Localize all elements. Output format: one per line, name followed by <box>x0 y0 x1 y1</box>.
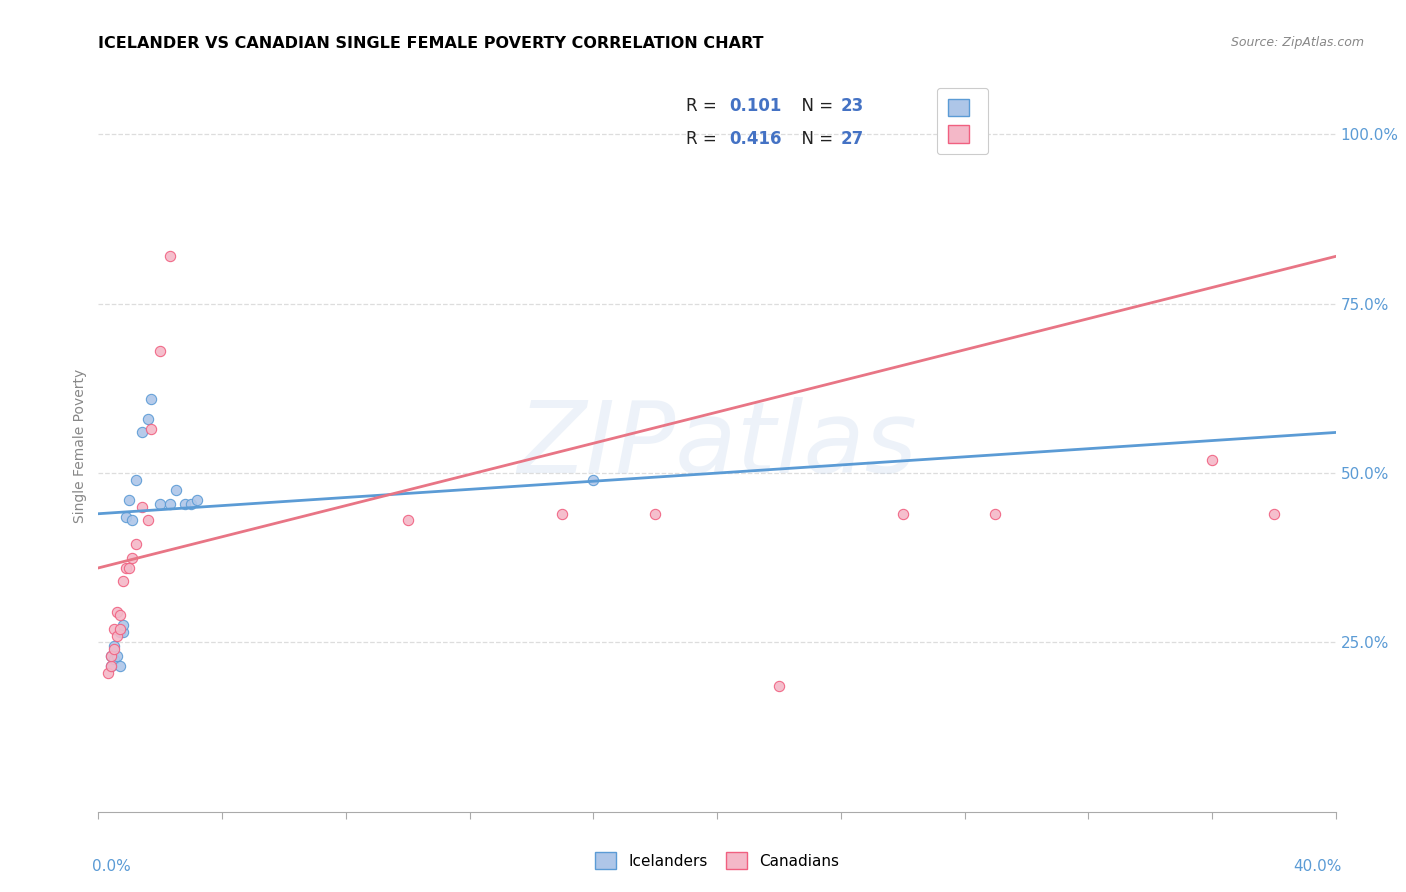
Point <box>118 561 141 575</box>
Point <box>149 497 172 511</box>
Point <box>891 507 914 521</box>
Point <box>396 514 419 528</box>
Point <box>582 473 605 487</box>
Point <box>131 500 153 514</box>
Point <box>186 493 208 508</box>
Text: 0.0%: 0.0% <box>93 859 131 874</box>
Point <box>551 507 574 521</box>
Point <box>121 550 143 565</box>
Text: Source: ZipAtlas.com: Source: ZipAtlas.com <box>1230 36 1364 49</box>
Point <box>112 574 135 589</box>
Point <box>644 507 666 521</box>
Point <box>108 608 131 623</box>
Legend: Icelanders, Canadians: Icelanders, Canadians <box>589 846 845 875</box>
Point <box>118 493 141 508</box>
Point <box>1263 507 1285 521</box>
Point <box>159 497 181 511</box>
Point <box>124 537 146 551</box>
Text: 23: 23 <box>841 97 865 115</box>
Point <box>121 514 143 528</box>
Point <box>100 648 122 663</box>
Point <box>124 473 146 487</box>
Point <box>105 605 128 619</box>
Text: ICELANDER VS CANADIAN SINGLE FEMALE POVERTY CORRELATION CHART: ICELANDER VS CANADIAN SINGLE FEMALE POVE… <box>98 36 763 51</box>
Point <box>768 680 790 694</box>
Point <box>112 618 135 632</box>
Point <box>103 639 125 653</box>
Text: 40.0%: 40.0% <box>1294 859 1341 874</box>
Point <box>100 648 122 663</box>
Point <box>103 622 125 636</box>
Text: 0.101: 0.101 <box>730 97 782 115</box>
Point <box>112 625 135 640</box>
Point <box>108 659 131 673</box>
Text: 27: 27 <box>841 130 865 148</box>
Point <box>159 249 181 263</box>
Point <box>108 622 131 636</box>
Point <box>139 422 162 436</box>
Point <box>131 425 153 440</box>
Point <box>105 629 128 643</box>
Y-axis label: Single Female Poverty: Single Female Poverty <box>73 369 87 523</box>
Text: N =: N = <box>792 97 838 115</box>
Point <box>165 483 187 497</box>
Point <box>174 497 197 511</box>
Text: 0.416: 0.416 <box>730 130 782 148</box>
Point <box>136 514 159 528</box>
Point <box>97 665 120 680</box>
Point <box>1201 452 1223 467</box>
Point <box>180 497 202 511</box>
Point <box>103 652 125 666</box>
Point <box>149 344 172 359</box>
Point <box>984 507 1007 521</box>
Text: R =: R = <box>686 97 723 115</box>
Point <box>108 625 131 640</box>
Legend: , : , <box>938 88 988 153</box>
Text: N =: N = <box>792 130 838 148</box>
Point <box>139 392 162 406</box>
Point <box>115 510 138 524</box>
Text: ZIPatlas: ZIPatlas <box>517 398 917 494</box>
Point <box>105 648 128 663</box>
Point <box>136 412 159 426</box>
Point <box>103 642 125 657</box>
Text: R =: R = <box>686 130 723 148</box>
Point <box>115 561 138 575</box>
Point <box>100 659 122 673</box>
Point <box>100 659 122 673</box>
